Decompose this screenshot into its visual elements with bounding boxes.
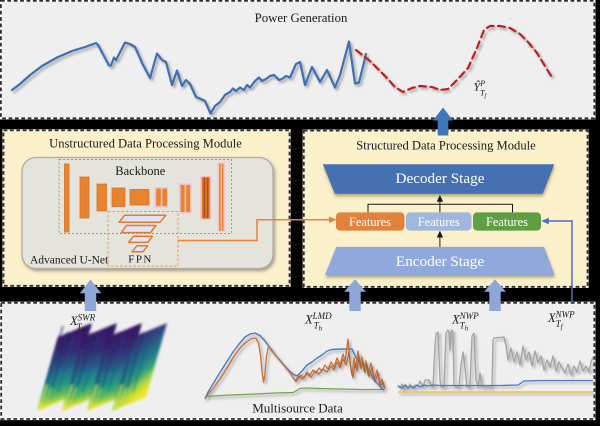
svg-text:Advanced U-Net: Advanced U-Net xyxy=(30,254,109,266)
svg-text:Backbone: Backbone xyxy=(115,164,165,178)
svg-text:Features: Features xyxy=(418,215,460,229)
svg-text:Multisource Data: Multisource Data xyxy=(252,400,343,415)
svg-text:Power Generation: Power Generation xyxy=(255,11,348,25)
svg-text:Features: Features xyxy=(486,215,528,229)
svg-text:Structured Data Processing Mod: Structured Data Processing Module xyxy=(356,138,536,152)
svg-text:Features: Features xyxy=(349,215,391,229)
svg-text:Unstructured Data Processing M: Unstructured Data Processing Module xyxy=(49,137,242,151)
svg-text:FPN: FPN xyxy=(128,254,152,266)
svg-text:Decoder Stage: Decoder Stage xyxy=(396,170,485,187)
svg-text:Encoder Stage: Encoder Stage xyxy=(396,253,484,270)
